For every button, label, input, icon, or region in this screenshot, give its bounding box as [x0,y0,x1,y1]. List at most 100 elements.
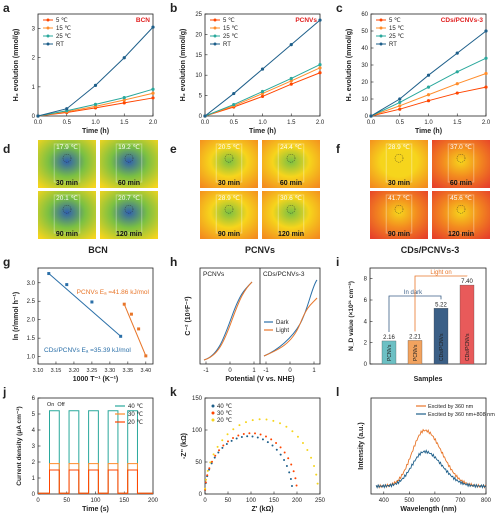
x-tick-label: 700 [455,498,466,504]
bar [407,340,423,365]
y-axis-label: ln (r/mmol h⁻¹) [13,292,20,340]
thermal-image [38,140,96,188]
activation-energy-pcnvs: PCNVs Eₐ =41.86 kJ/mol [77,289,150,296]
chart-c: 0.0 0.5 1.0 1.5 2.0 0 10 20 30 40 50 60 Time (h) H₂ e… [346,12,491,135]
impedance-point [295,484,298,487]
legend-label: RT [389,42,397,48]
thermal-temp: 20.7 ℃ [118,195,140,202]
legend-label: RT [223,42,231,48]
bar-value-label: 7.40 [461,279,473,285]
x-axis-label: Samples [414,376,443,383]
y-axis-label: H₂ evolution (mmol/g) [346,29,353,102]
x-tick-label: 150 [269,498,280,504]
legend-label: 20 ℃ [217,418,232,424]
x-tick-label: 2.0 [149,120,158,126]
spectrum-line [375,428,486,489]
y-axis-label: -Z'' (kΩ) [181,433,188,459]
impedance-point [254,432,257,435]
impedance-point [210,460,213,463]
legend-label: 30 ℃ [128,412,143,418]
bar-value-label: 2.21 [409,334,421,340]
left-subtitle: PCNVs [203,271,225,278]
impedance-point [289,478,292,481]
photocurrent-trace [38,469,153,494]
legend-marker [46,34,50,38]
impedance-point [216,445,219,448]
x-tick-label: 3.10 [33,368,44,374]
legend-label: 15 ℃ [389,26,404,32]
x-tick-label: 0.0 [367,120,376,126]
bar-value-label: 2.16 [383,335,395,341]
panel-letter-f: f [336,142,341,156]
x-tick-label: 0.0 [34,120,43,126]
impedance-point [313,464,316,467]
y-tick-label: 60 [361,12,368,18]
data-point [151,87,155,91]
panel-letter-k: k [170,385,177,399]
impedance-point [292,470,295,473]
thermal-temp: 24.4 ℃ [280,144,302,151]
plot-frame [369,267,487,365]
data-point [232,102,236,107]
legend-label: 5 ℃ [389,18,401,24]
y-tick-label: 3 [32,444,36,450]
data-point [426,85,431,89]
thermal-time: 30 min [56,180,78,187]
measure-marker [224,153,234,163]
y-tick-label: 1 [32,85,36,91]
impedance-point [221,439,224,442]
thermal-d: 17.9 ℃ 30 min 19.2 ℃ 60 min 20.1 ℃ 90 min 20.7… [38,140,158,255]
x-axis-label: Z' (kΩ) [251,506,273,513]
x-tick-label: 100 [90,498,101,504]
impedance-point [206,474,209,477]
x-tick-label: 500 [404,498,415,504]
data-point [484,85,488,89]
x-tick-label: 3.40 [140,368,151,374]
x-tick-label: 1 [312,368,316,374]
thermal-time: 120 min [448,231,474,238]
x-tick-label: 400 [379,498,390,504]
legend-label: Dark [276,320,290,326]
thermal-image [100,191,158,239]
x-tick-label: 150 [119,498,130,504]
photocurrent-trace [38,410,153,494]
impedance-point [208,467,211,470]
x-tick-label: 0 [228,368,232,374]
x-tick-label: 50 [225,498,232,504]
thermal-caption: CDs/PCNVs-3 [401,245,460,255]
x-tick-label: 3.15 [51,368,62,374]
impedance-point [279,453,282,456]
legend-label: Light [276,328,289,334]
measure-marker [286,204,296,214]
x-axis-label: Time (s) [82,506,109,513]
impedance-point [283,451,286,454]
data-point [122,302,126,306]
x-tick-label: 3.35 [122,368,133,374]
thermal-time: 120 min [278,231,304,238]
legend-marker [211,411,215,415]
x-tick-label: 0 [203,498,207,504]
measure-marker [124,204,134,214]
impedance-point [230,439,233,442]
impedance-point [240,435,243,438]
thermal-f: 28.9 ℃ 30 min 37.0 ℃ 60 min 41.7 ℃ 90 min 45.6… [370,140,490,255]
y-tick-label: 2.0 [27,318,36,324]
impedance-point [221,446,224,449]
data-point [232,91,236,96]
impedance-point [232,428,235,431]
legend-marker [46,42,50,46]
thermal-time: 30 min [218,180,240,187]
y-tick-label: 50 [361,29,368,35]
impedance-point [244,421,247,424]
impedance-point [306,449,309,452]
ms-curve-dark [203,281,253,361]
thermal-time: 60 min [450,180,472,187]
y-tick-label: 20 [361,80,368,86]
impedance-point [225,442,228,445]
beaker-outline [53,194,81,234]
data-point [122,96,126,100]
y-tick-label: 50 [195,460,202,466]
x-tick-label: 1.0 [258,120,267,126]
y-tick-label: 25 [195,12,202,18]
y-tick-label: 8 [364,277,368,283]
